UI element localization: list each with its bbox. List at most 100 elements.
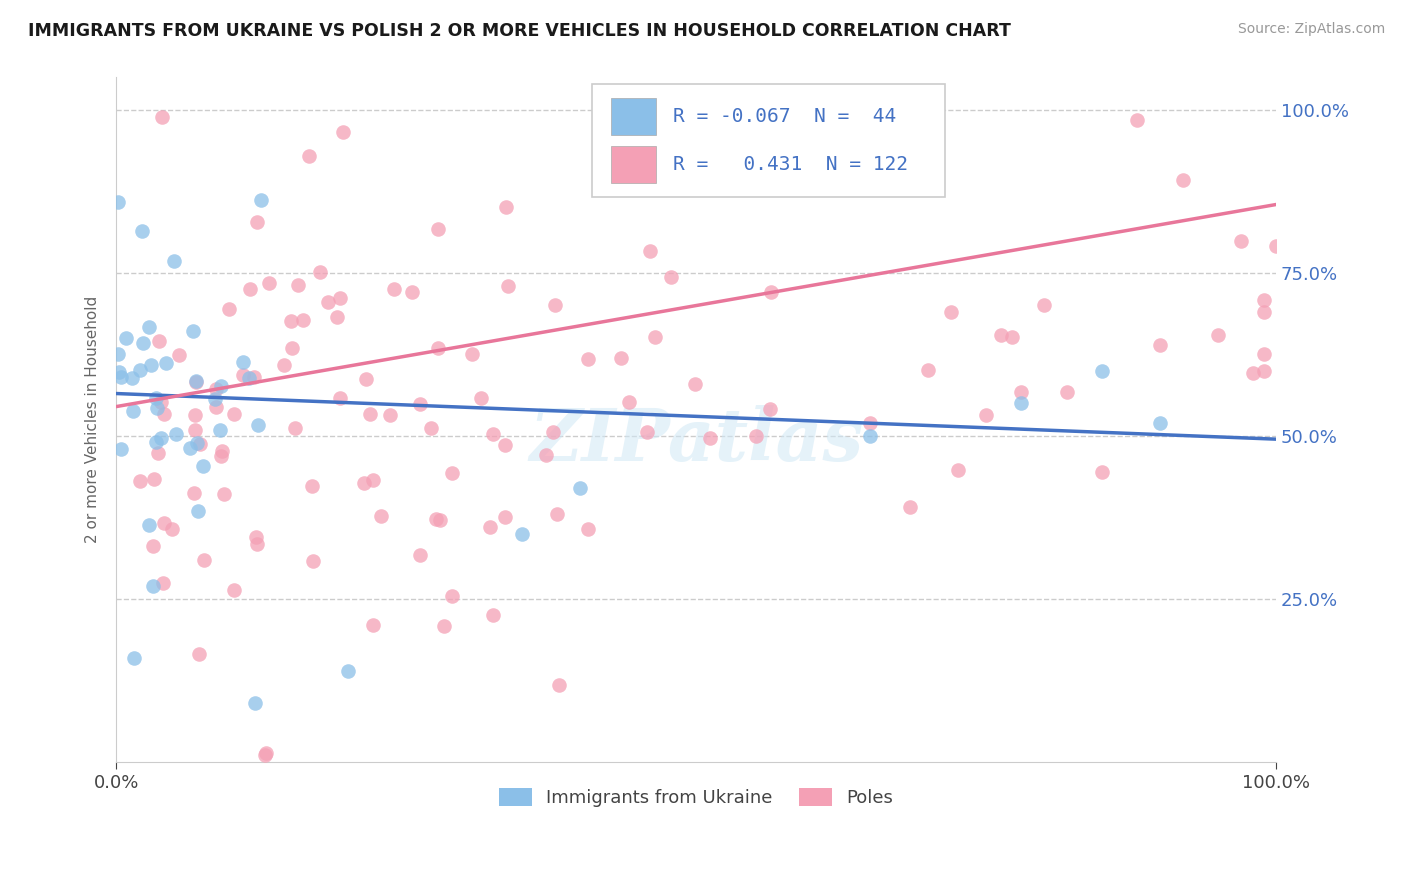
Point: [544, 298, 567, 312]
Point: [152, 516, 174, 530]
Point: [181, 324, 204, 338]
Point: [280, 342, 302, 356]
Point: [482, 607, 505, 622]
Point: [139, 358, 162, 372]
Point: [494, 438, 516, 452]
Point: [191, 459, 214, 474]
Point: [382, 282, 405, 296]
Point: [441, 589, 464, 603]
Point: [150, 431, 173, 445]
Point: [420, 421, 443, 435]
Point: [644, 330, 666, 344]
Point: [482, 427, 505, 442]
Point: [742, 164, 765, 178]
Point: [222, 582, 245, 597]
Point: [1253, 305, 1275, 319]
Point: [859, 429, 882, 443]
Point: [167, 347, 190, 361]
Text: ZIPatlas: ZIPatlas: [529, 405, 863, 475]
Point: [546, 508, 568, 522]
Point: [107, 365, 129, 379]
Point: [309, 265, 332, 279]
FancyBboxPatch shape: [612, 97, 655, 136]
Point: [131, 224, 153, 238]
Point: [409, 397, 432, 411]
Point: [429, 513, 451, 527]
Point: [408, 548, 430, 562]
Point: [183, 486, 205, 500]
Point: [209, 449, 232, 463]
Point: [576, 522, 599, 536]
Point: [617, 395, 640, 409]
Point: [184, 374, 207, 388]
Point: [941, 305, 963, 319]
Point: [353, 476, 375, 491]
Point: [401, 285, 423, 299]
Point: [245, 530, 267, 544]
Point: [246, 536, 269, 550]
Point: [337, 664, 360, 678]
Point: [110, 442, 132, 456]
Point: [638, 244, 661, 258]
Point: [232, 368, 254, 383]
Point: [378, 408, 401, 422]
Point: [273, 358, 295, 372]
Point: [479, 519, 502, 533]
Point: [359, 407, 381, 421]
Point: [280, 313, 302, 327]
Point: [329, 292, 352, 306]
Point: [150, 110, 173, 124]
Point: [287, 278, 309, 293]
Point: [243, 370, 266, 384]
Point: [461, 347, 484, 361]
Point: [204, 400, 226, 414]
Point: [239, 282, 262, 296]
Point: [1206, 327, 1229, 342]
Point: [122, 651, 145, 665]
Point: [432, 618, 454, 632]
Point: [138, 518, 160, 533]
Point: [148, 446, 170, 460]
Point: [699, 431, 721, 445]
Point: [145, 391, 167, 405]
Point: [859, 417, 882, 431]
Point: [441, 467, 464, 481]
Text: Source: ZipAtlas.com: Source: ZipAtlas.com: [1237, 22, 1385, 37]
Point: [1149, 416, 1171, 430]
Point: [165, 426, 187, 441]
Point: [107, 347, 129, 361]
Point: [1010, 385, 1032, 400]
Point: [254, 746, 277, 760]
Point: [152, 575, 174, 590]
Point: [547, 678, 569, 692]
Point: [576, 351, 599, 366]
Point: [1091, 364, 1114, 378]
Point: [1033, 298, 1056, 312]
Point: [1173, 172, 1195, 186]
Point: [122, 404, 145, 418]
Point: [1149, 338, 1171, 352]
Point: [495, 200, 517, 214]
Point: [1253, 293, 1275, 308]
Point: [188, 647, 211, 661]
Point: [142, 579, 165, 593]
Point: [356, 372, 378, 386]
Point: [332, 125, 354, 139]
Point: [148, 334, 170, 348]
Text: R =   0.431  N = 122: R = 0.431 N = 122: [673, 155, 908, 174]
Point: [142, 539, 165, 553]
Point: [370, 508, 392, 523]
Point: [659, 269, 682, 284]
Point: [145, 401, 167, 415]
Point: [238, 371, 260, 385]
Point: [1001, 330, 1024, 344]
Point: [1091, 465, 1114, 479]
Point: [129, 474, 152, 488]
Point: [245, 696, 267, 710]
Point: [186, 435, 208, 450]
Point: [427, 342, 450, 356]
Point: [128, 363, 150, 377]
Point: [917, 363, 939, 377]
Point: [1253, 347, 1275, 361]
Point: [284, 421, 307, 435]
